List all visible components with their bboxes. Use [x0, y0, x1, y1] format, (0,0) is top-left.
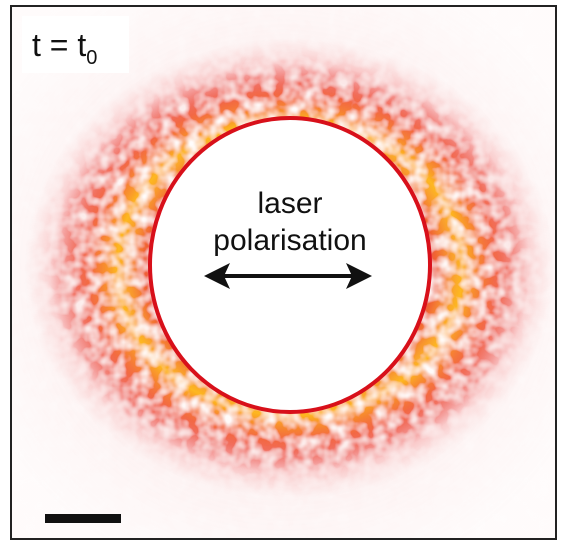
time-label-main: t = t: [32, 27, 86, 63]
time-label-subscript: 0: [86, 47, 97, 69]
annotation-line: polarisation: [213, 224, 366, 257]
figure: t = t0 laser polarisation: [0, 0, 569, 548]
annotation-line: laser: [257, 187, 322, 220]
scale-bar: [45, 514, 121, 523]
page: t = t0 laser polarisation (() => { const…: [0, 0, 569, 548]
inner-hole: [150, 118, 430, 412]
